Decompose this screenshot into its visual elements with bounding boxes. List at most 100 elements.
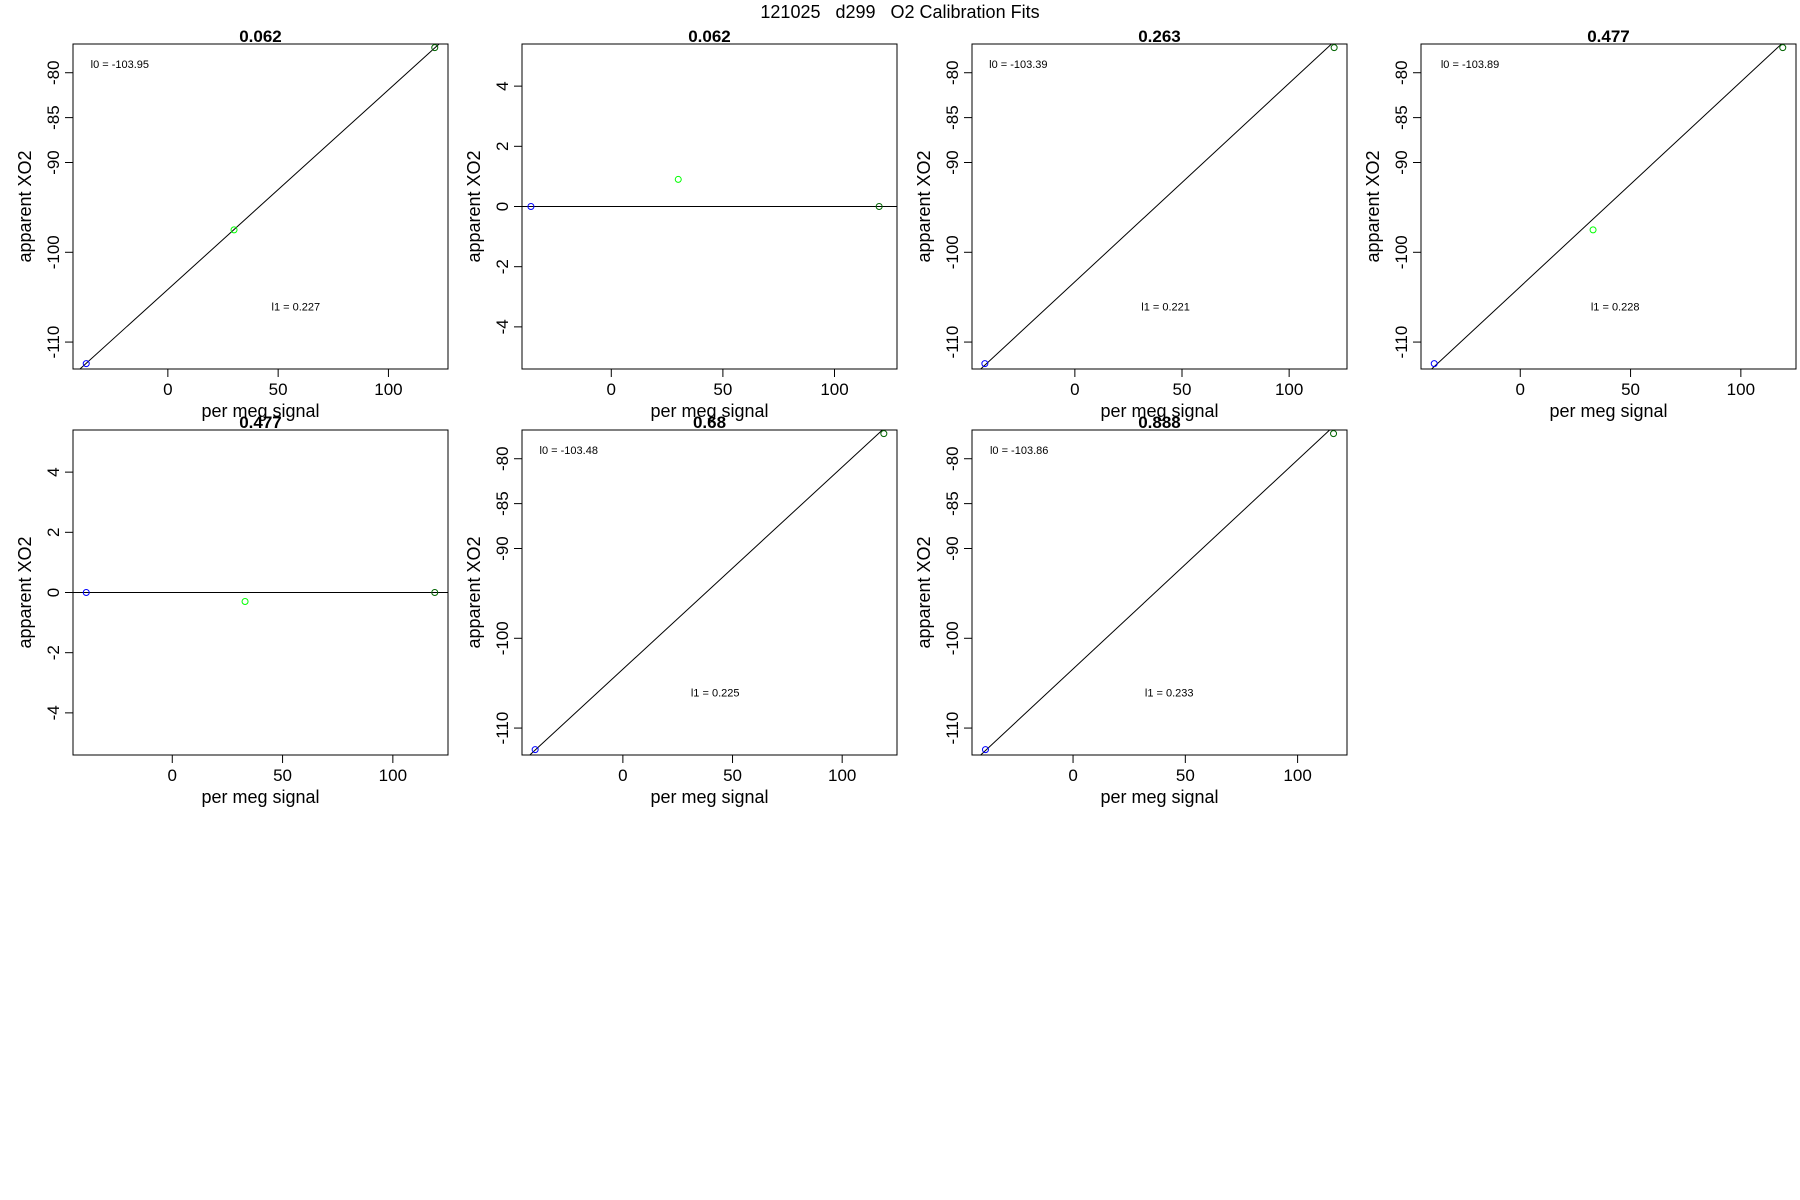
data-point bbox=[1589, 226, 1597, 234]
y-tick-label: -90 bbox=[44, 150, 63, 175]
panel-title: 0.062 bbox=[688, 27, 731, 46]
data-point bbox=[981, 360, 989, 368]
y-tick-label: -90 bbox=[943, 150, 962, 175]
x-axis-title: per meg signal bbox=[1100, 787, 1218, 807]
x-tick-label: 100 bbox=[1283, 766, 1311, 785]
y-axis-title: apparent XO2 bbox=[464, 150, 484, 262]
data-point bbox=[1330, 44, 1338, 52]
y-tick-label: -80 bbox=[943, 60, 962, 85]
panel-title: 0.477 bbox=[1587, 27, 1630, 46]
panel-2: 0.062 0 50 100 -4 -2 0 2 4 per meg signal apparent… bbox=[464, 27, 898, 421]
y-tick-label: -100 bbox=[44, 235, 63, 269]
x-axis-title: per meg signal bbox=[650, 787, 768, 807]
y-tick-label: -110 bbox=[1392, 326, 1411, 359]
y-tick-label: -80 bbox=[943, 446, 962, 471]
y-tick-label: -80 bbox=[493, 446, 512, 471]
y-tick-label: -80 bbox=[44, 60, 63, 85]
y-axis-title: apparent XO2 bbox=[1363, 150, 1383, 262]
data-point bbox=[527, 203, 535, 210]
x-tick-label: 50 bbox=[713, 380, 732, 399]
x-tick-label: 0 bbox=[168, 766, 177, 785]
y-axis-title: apparent XO2 bbox=[914, 536, 934, 648]
plot-frame bbox=[971, 43, 1348, 370]
fit-annotation: l1 = 0.228 bbox=[1591, 302, 1640, 314]
y-tick-label: -100 bbox=[1392, 235, 1411, 269]
x-tick-label: 50 bbox=[269, 380, 288, 399]
y-tick-label: 0 bbox=[44, 588, 63, 597]
data-point bbox=[82, 589, 90, 596]
x-tick-label: 0 bbox=[1070, 380, 1079, 399]
panel-title: 0.062 bbox=[239, 27, 282, 46]
y-tick-label: -80 bbox=[1392, 60, 1411, 85]
y-tick-label: 4 bbox=[493, 81, 512, 90]
y-tick-label: -85 bbox=[493, 491, 512, 516]
fit-annotation: l1 = 0.221 bbox=[1141, 302, 1190, 314]
fit-annotation: l1 = 0.233 bbox=[1145, 688, 1194, 700]
fit-annotation: l0 = -103.89 bbox=[1441, 59, 1499, 71]
data-point bbox=[875, 203, 883, 210]
x-tick-label: 100 bbox=[820, 380, 848, 399]
y-tick-label: -90 bbox=[943, 536, 962, 561]
panel-title: 0.263 bbox=[1138, 27, 1181, 46]
x-tick-label: 0 bbox=[607, 380, 616, 399]
fit-annotation: l0 = -103.39 bbox=[989, 59, 1047, 71]
fit-annotation: l0 = -103.95 bbox=[91, 59, 149, 71]
x-tick-label: 50 bbox=[1173, 380, 1192, 399]
y-tick-label: -100 bbox=[943, 235, 962, 269]
y-tick-label: -85 bbox=[943, 105, 962, 130]
y-tick-label: -100 bbox=[493, 621, 512, 655]
x-tick-label: 50 bbox=[273, 766, 292, 785]
panel-5: 0.477 0 50 100 -4 -2 0 2 4 per meg signal apparent… bbox=[15, 413, 449, 807]
fit-annotation: l0 = -103.48 bbox=[540, 445, 598, 457]
y-tick-label: -4 bbox=[493, 319, 512, 334]
y-tick-label: -90 bbox=[493, 536, 512, 561]
panel-title: 0.477 bbox=[239, 413, 282, 432]
y-tick-label: -2 bbox=[44, 645, 63, 660]
x-tick-label: 50 bbox=[1176, 766, 1195, 785]
fit-line bbox=[979, 430, 1331, 755]
y-tick-label: 0 bbox=[493, 202, 512, 211]
y-tick-label: -85 bbox=[44, 105, 63, 130]
panel-title: 0.68 bbox=[693, 413, 726, 432]
y-tick-label: 2 bbox=[44, 528, 63, 537]
y-tick-label: -4 bbox=[44, 705, 63, 720]
y-tick-label: -110 bbox=[493, 712, 512, 745]
x-axis-title: per meg signal bbox=[1100, 401, 1218, 421]
y-axis-title: apparent XO2 bbox=[15, 536, 35, 648]
x-tick-label: 100 bbox=[374, 380, 402, 399]
fit-line bbox=[1430, 44, 1783, 369]
x-tick-label: 50 bbox=[1621, 380, 1640, 399]
plot-frame bbox=[521, 429, 898, 756]
y-axis-title: apparent XO2 bbox=[464, 536, 484, 648]
fit-annotation: l1 = 0.227 bbox=[272, 302, 321, 314]
x-axis-title: per meg signal bbox=[650, 401, 768, 421]
fit-line bbox=[529, 430, 884, 755]
y-tick-label: -100 bbox=[943, 621, 962, 655]
x-axis-title: per meg signal bbox=[201, 401, 319, 421]
data-point bbox=[1330, 430, 1338, 438]
fit-annotation: l0 = -103.86 bbox=[990, 445, 1048, 457]
panel-1: 0.062 0 50 100 -110 -100 -90 -85 -80 per meg sign… bbox=[15, 27, 449, 421]
data-point bbox=[431, 44, 439, 52]
data-point bbox=[1779, 44, 1787, 52]
panel-4: 0.477 0 50 100 -110 -100 -90 -85 -80 per meg sign… bbox=[1363, 27, 1797, 421]
fit-line bbox=[979, 44, 1333, 369]
y-tick-label: -2 bbox=[493, 259, 512, 274]
x-tick-label: 0 bbox=[1516, 380, 1525, 399]
data-point bbox=[981, 746, 989, 754]
y-tick-label: -110 bbox=[943, 326, 962, 359]
data-point bbox=[531, 746, 539, 754]
x-tick-label: 0 bbox=[618, 766, 627, 785]
y-tick-label: -85 bbox=[1392, 105, 1411, 130]
y-tick-label: 4 bbox=[44, 467, 63, 476]
x-axis-title: per meg signal bbox=[1549, 401, 1667, 421]
data-point bbox=[1430, 360, 1438, 368]
fit-annotation: l1 = 0.225 bbox=[691, 688, 740, 700]
panel-title: 0.888 bbox=[1138, 413, 1181, 432]
y-tick-label: -110 bbox=[44, 326, 63, 359]
fit-line bbox=[79, 44, 440, 369]
x-tick-label: 0 bbox=[163, 380, 172, 399]
data-point bbox=[82, 360, 90, 368]
x-tick-label: 50 bbox=[723, 766, 742, 785]
